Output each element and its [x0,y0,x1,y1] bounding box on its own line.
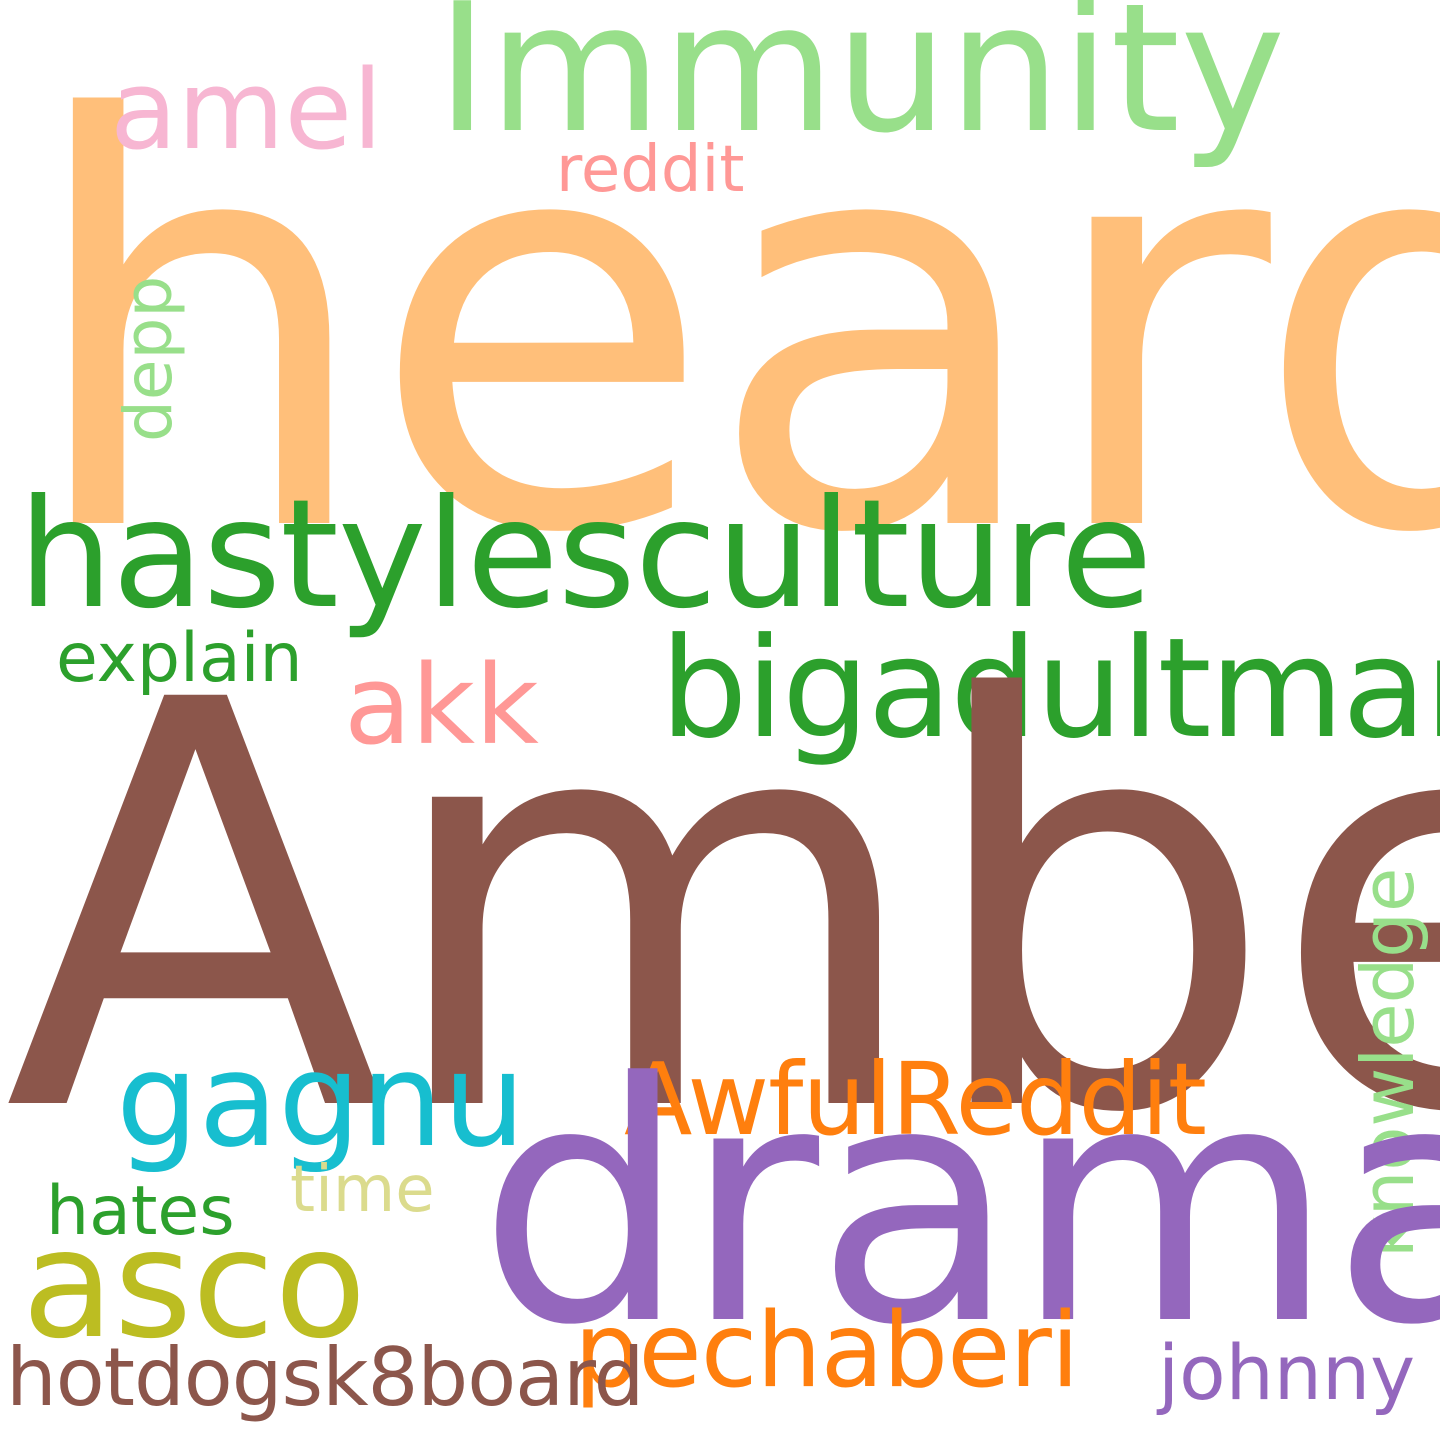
word-reddit: reddit [556,133,745,207]
word-immunity: Immunity [436,0,1286,172]
word-explain: explain [56,619,303,698]
word-depp: depp [110,275,187,442]
word-time: time [290,1153,435,1227]
word-bigadultman: bigadultman [660,608,1440,769]
word-drama: drama [478,1013,1440,1397]
word-pechaberi: pechaberi [574,1291,1079,1411]
word-gagnu: gagnu [116,1024,526,1176]
word-johnny: johnny [1158,1328,1416,1417]
word-hastylesculture: hastylesculture [18,468,1153,642]
word-asco: asco [22,1198,367,1372]
word-heard: heard [22,4,1440,656]
word-awfulreddit: AwfulReddit [624,1041,1207,1158]
word-amber: Amber [4,584,1440,1236]
word-akk: akk [344,641,539,769]
word-hates: hates [46,1172,235,1251]
word-amel: amel [110,46,383,174]
word-hotdogsk8board: hotdogsk8board [6,1331,644,1424]
